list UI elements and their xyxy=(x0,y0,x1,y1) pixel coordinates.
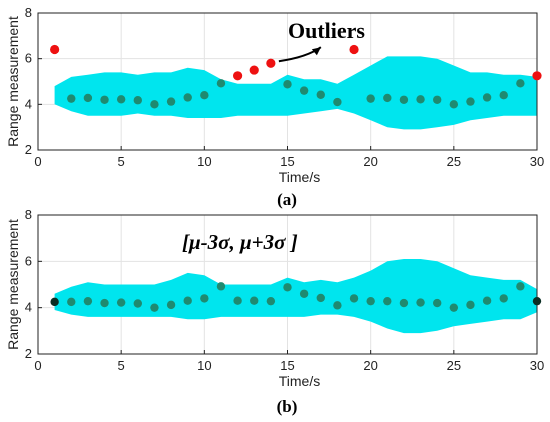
data-point xyxy=(366,94,375,103)
data-point xyxy=(449,100,459,109)
data-point xyxy=(133,96,142,105)
x-tick-label: 5 xyxy=(118,358,125,373)
x-tick-label: 0 xyxy=(34,358,41,373)
x-tick-label: 20 xyxy=(363,154,377,169)
data-point xyxy=(67,94,76,103)
confidence-band xyxy=(54,56,537,130)
confidence-band xyxy=(54,259,537,334)
data-point xyxy=(499,294,508,303)
x-tick-label: 30 xyxy=(530,154,544,169)
x-tick-label: 25 xyxy=(447,154,461,169)
y-tick-label: 2 xyxy=(25,142,32,157)
y-tick-label: 6 xyxy=(25,51,32,66)
data-point xyxy=(399,95,409,104)
data-point xyxy=(482,93,492,102)
outlier-point xyxy=(249,65,259,75)
data-point xyxy=(216,79,226,88)
data-point xyxy=(83,296,93,306)
data-point xyxy=(283,283,292,292)
outlier-point xyxy=(349,44,359,55)
y-axis-label: Range measurement xyxy=(5,16,21,147)
data-point xyxy=(299,86,309,95)
data-point xyxy=(100,298,109,308)
data-point xyxy=(482,296,492,305)
data-point xyxy=(166,97,176,106)
panel-a-caption: (a) xyxy=(277,190,297,209)
outlier-point xyxy=(532,71,542,81)
x-tick-label: 25 xyxy=(447,358,461,373)
data-point xyxy=(333,301,342,310)
x-tick-label: 5 xyxy=(118,154,125,169)
y-axis-label: Range measurement xyxy=(5,219,21,350)
data-point xyxy=(516,79,525,88)
x-tick-label: 15 xyxy=(280,154,294,169)
data-point xyxy=(466,97,475,106)
data-point xyxy=(183,93,192,102)
data-point xyxy=(333,97,342,107)
panel-b-chart: 0 5 10 15 20 25 30 2 4 6 8 Time/s Range measurement [… xyxy=(5,207,544,389)
data-point xyxy=(233,296,242,305)
data-point xyxy=(67,297,76,307)
data-point xyxy=(366,296,375,306)
panel-b-caption: (b) xyxy=(277,397,298,416)
data-point xyxy=(433,298,442,308)
data-point xyxy=(266,296,276,306)
data-point xyxy=(166,300,176,310)
data-point xyxy=(399,298,409,308)
endpoint-point xyxy=(532,296,542,306)
data-point xyxy=(133,299,142,308)
y-tick-label: 4 xyxy=(25,300,32,315)
y-tick-label: 6 xyxy=(25,253,32,268)
endpoint-point xyxy=(50,297,59,307)
data-point xyxy=(200,91,209,100)
data-point xyxy=(250,296,259,305)
data-point xyxy=(183,296,192,305)
data-point xyxy=(383,93,392,103)
panel-a-chart: 0 5 10 15 20 25 30 2 4 6 8 Time/s Range measurement O… xyxy=(5,5,544,185)
data-point xyxy=(383,296,392,306)
data-point xyxy=(416,95,425,104)
x-tick-label: 30 xyxy=(530,358,544,373)
data-point xyxy=(433,95,442,104)
data-point xyxy=(200,294,209,303)
data-point xyxy=(216,282,226,291)
outlier-point xyxy=(233,71,243,81)
data-point xyxy=(83,93,93,103)
data-point xyxy=(449,303,459,312)
data-point xyxy=(116,298,126,307)
x-tick-label: 20 xyxy=(363,358,377,373)
data-point xyxy=(299,289,309,298)
data-point xyxy=(466,300,475,310)
x-axis-label: Time/s xyxy=(279,373,320,389)
annotation-arrowhead xyxy=(311,47,321,56)
data-point xyxy=(283,80,292,89)
data-point xyxy=(150,100,159,109)
x-tick-label: 10 xyxy=(197,154,211,169)
y-tick-label: 8 xyxy=(25,5,32,20)
x-tick-label: 0 xyxy=(34,154,41,169)
x-tick-label: 10 xyxy=(197,358,211,373)
y-tick-label: 8 xyxy=(25,207,32,222)
data-point xyxy=(100,95,109,104)
outlier-point xyxy=(50,44,60,55)
x-tick-label: 15 xyxy=(280,358,294,373)
data-point xyxy=(349,294,359,303)
data-point xyxy=(316,293,325,303)
outlier-point xyxy=(266,58,276,68)
y-tick-label: 2 xyxy=(25,346,32,361)
data-point xyxy=(116,95,126,104)
data-point xyxy=(499,91,508,100)
data-point xyxy=(516,282,525,291)
data-point xyxy=(316,90,325,99)
y-tick-label: 4 xyxy=(25,96,32,111)
interval-annotation: [μ-3σ, μ+3σ ] xyxy=(182,230,298,254)
outliers-annotation: Outliers xyxy=(288,18,365,43)
data-point xyxy=(416,298,425,307)
data-point xyxy=(150,303,159,312)
x-axis-label: Time/s xyxy=(279,169,320,185)
